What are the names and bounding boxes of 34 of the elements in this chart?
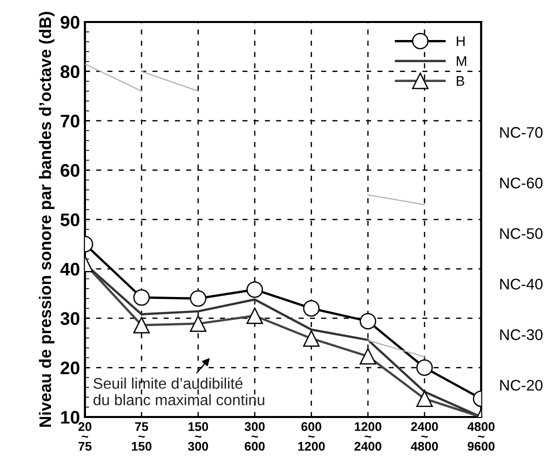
text: NC-70 (500, 127, 543, 138)
x-tick-label: 20 ~ 75 (78, 422, 92, 451)
text: NC-60 (500, 178, 543, 188)
legend-label: H (456, 36, 465, 46)
point (246, 281, 264, 298)
x-tick-label: 1200 ~ 2400 (354, 422, 382, 451)
y-tick-label: 70 (60, 114, 80, 128)
y-tick-label: 50 (60, 213, 80, 226)
text: NC-20 (500, 380, 543, 391)
y-tick-label: 20 (60, 362, 80, 374)
text: NC-50 (500, 228, 543, 239)
y-axis-title: Niveau de pression sonore par bandes d’octave (dB) (38, 12, 54, 427)
x-tick-label: 75 ~ 150 (132, 422, 152, 451)
y-tick-label: 80 (60, 65, 80, 78)
y-tick-label: 30 (60, 312, 80, 325)
x-tick-label: 4800 ~ 9600 (467, 422, 495, 451)
x-tick-label: 300 ~ 600 (244, 422, 265, 451)
y-tick-label: 90 (60, 16, 80, 29)
point (416, 359, 433, 376)
x-tick-label: 2400 ~ 4800 (410, 422, 438, 451)
point (133, 289, 150, 306)
annotation: Seuil limite d’audibilité du blanc maximal continu (94, 377, 264, 406)
y-tick-label: 60 (60, 164, 80, 177)
text: NC-30 (500, 329, 543, 340)
y-tick-label: 10 (61, 410, 80, 424)
point (360, 312, 376, 330)
point (303, 300, 320, 317)
x-tick-label: 150 ~ 300 (188, 422, 208, 451)
legend-label: M (456, 56, 466, 66)
x-tick-label: 600 ~ 1200 (298, 422, 325, 451)
legend-label: B (456, 76, 464, 86)
y-tick-label: 40 (60, 262, 80, 276)
text: NC-40 (500, 278, 543, 290)
point (190, 290, 206, 307)
